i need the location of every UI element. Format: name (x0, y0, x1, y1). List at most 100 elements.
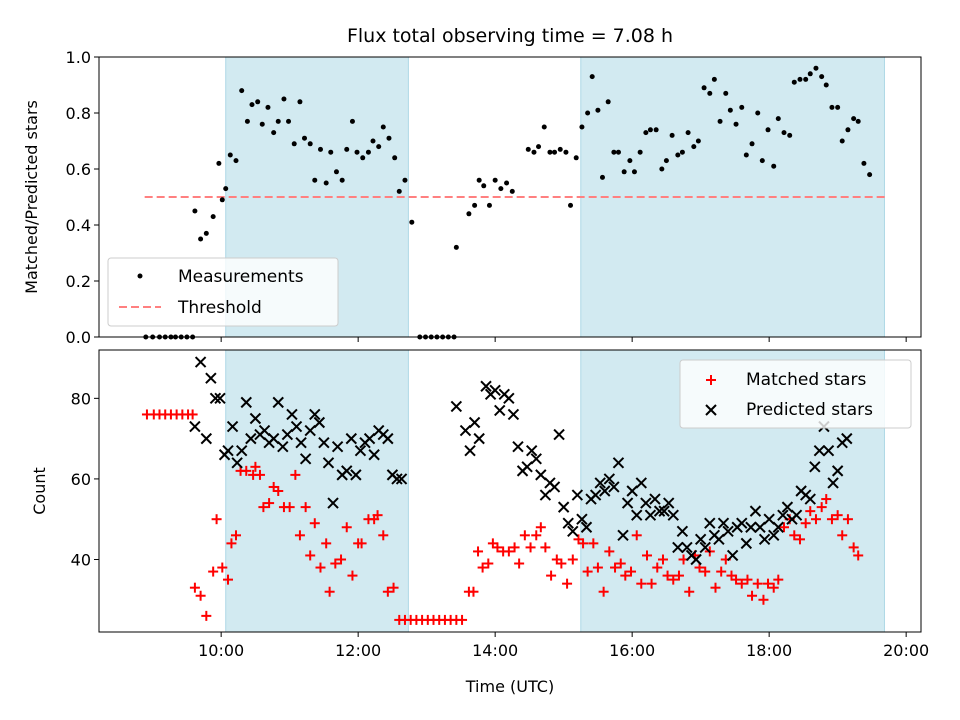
measurement-point (775, 116, 781, 122)
predicted-star-point (626, 485, 638, 497)
predicted-star-point (272, 396, 284, 409)
measurement-point (365, 149, 371, 155)
measurement-point (845, 127, 851, 133)
predicted-star-point (841, 432, 853, 445)
predicted-star-point (290, 420, 303, 433)
predicted-star-point (222, 445, 234, 457)
predicted-star-point (503, 392, 515, 405)
predicted-star-point (804, 493, 816, 505)
matched-star-point (636, 578, 647, 589)
matched-star-point (258, 502, 269, 513)
matched-star-point (805, 506, 816, 517)
measurement-point (733, 121, 739, 127)
predicted-star-point (350, 469, 362, 481)
measurement-point (297, 99, 303, 105)
predicted-star-point (790, 509, 803, 521)
measurement-point (615, 149, 621, 155)
measurement-point (595, 107, 601, 113)
measurement-point (637, 149, 643, 155)
measurement-point (541, 124, 547, 130)
predicted-star-point (717, 517, 730, 529)
matched-star-point (752, 578, 763, 589)
measurement-point (509, 188, 515, 194)
matched-star-point (223, 574, 234, 585)
matched-star-point (615, 558, 626, 569)
measurement-point (643, 130, 649, 136)
matched-star-point (294, 530, 305, 541)
predicted-star-point (640, 497, 652, 509)
predicted-star-point (822, 445, 835, 457)
predicted-star-point (699, 541, 711, 554)
predicted-star-point (240, 396, 252, 409)
predicted-star-point (745, 521, 757, 533)
top-ytick-label: 0.4 (66, 216, 91, 235)
matched-star-point (758, 594, 769, 605)
measurement-point (255, 99, 261, 105)
measurement-point (192, 208, 198, 214)
matched-star-point (684, 586, 695, 597)
matched-star-point (837, 530, 848, 541)
measurement-point (354, 149, 360, 155)
matched-star-point (810, 514, 821, 525)
matched-star-point (816, 502, 827, 513)
bottom-xtick-label: 10:00 (198, 641, 244, 660)
matched-star-point (631, 530, 642, 541)
matched-star-point (626, 566, 637, 577)
predicted-star-point (194, 356, 207, 368)
measurement-point (861, 160, 867, 166)
predicted-star-point (459, 424, 472, 437)
measurement-point (360, 155, 366, 161)
matched-star-point (598, 586, 609, 597)
measurement-point (579, 124, 585, 130)
predicted-star-point (395, 473, 408, 485)
predicted-star-point (512, 440, 524, 453)
predicted-star-point (464, 445, 476, 457)
predicted-star-point (594, 477, 606, 489)
predicted-star-point (286, 408, 298, 421)
matched-star-point (300, 502, 311, 513)
measurement-point (536, 144, 542, 150)
matched-star-point (540, 542, 551, 553)
matched-star-point (736, 578, 747, 589)
measurement-point (739, 104, 745, 110)
predicted-star-point (580, 521, 593, 533)
matched-star-point (657, 554, 668, 565)
measurement-point (386, 135, 392, 141)
predicted-star-point (322, 457, 335, 469)
measurement-point (286, 118, 292, 124)
bottom-xlabel: Time (UTC) (465, 677, 554, 696)
predicted-star-point (567, 525, 579, 537)
measurement-point (216, 160, 222, 166)
legend-measurement-marker (137, 273, 143, 279)
matched-star-point (330, 558, 341, 569)
measurement-point (409, 219, 415, 225)
predicted-star-point (507, 408, 520, 421)
predicted-star-point (813, 445, 826, 457)
matched-star-point (821, 494, 832, 505)
predicted-star-point (749, 505, 762, 517)
matched-star-point (473, 546, 484, 557)
matched-star-point (773, 574, 784, 585)
measurement-point (249, 102, 255, 108)
measurement-point (244, 118, 250, 124)
matched-star-point (800, 518, 811, 529)
predicted-star-point (576, 513, 588, 525)
matched-star-point (226, 538, 237, 549)
top-axes-frame (98, 56, 922, 338)
bottom-shaded-interval (225, 350, 409, 632)
predicted-star-point (781, 501, 794, 513)
predicted-star-point (736, 517, 748, 529)
predicted-star-point (740, 537, 753, 550)
measurement-point (492, 177, 498, 183)
matched-star-point (652, 562, 663, 573)
matched-star-point (710, 582, 721, 593)
measurement-point (839, 138, 845, 144)
matched-star-point (789, 530, 800, 541)
measurement-point (829, 104, 835, 110)
matched-star-point (747, 590, 758, 601)
predicted-star-point (494, 404, 506, 417)
matched-star-point (646, 578, 657, 589)
bottom-ytick-label: 40 (71, 550, 91, 569)
predicted-star-point (777, 509, 789, 521)
